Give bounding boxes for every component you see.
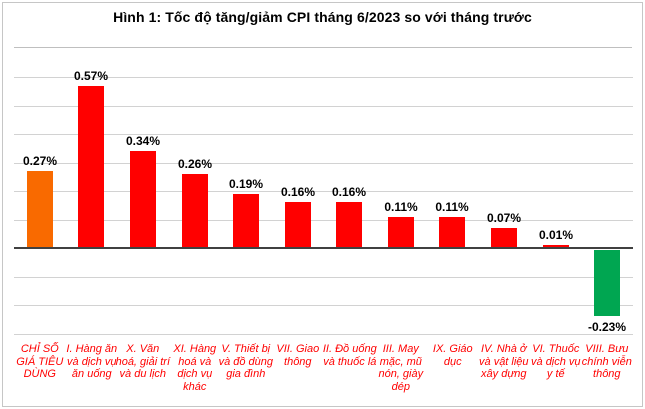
value-label-3: 0.26% bbox=[177, 157, 213, 171]
bar-10 bbox=[543, 245, 569, 248]
category-label-3: XI. Hàng hoá và dịch vụ khác bbox=[173, 343, 217, 393]
value-label-11: -0.23% bbox=[587, 320, 627, 334]
category-label-9: IV. Nhà ở và vật liệu xây dựng bbox=[479, 343, 529, 381]
gridline bbox=[14, 334, 633, 335]
value-label-0: 0.27% bbox=[22, 154, 58, 168]
value-label-5: 0.16% bbox=[280, 185, 316, 199]
category-label-6: II. Đồ uống và thuốc lá bbox=[322, 343, 377, 368]
gridline bbox=[14, 77, 633, 78]
category-label-1: I. Hàng ăn và dịch vụ ăn uống bbox=[66, 343, 118, 381]
value-label-9: 0.07% bbox=[486, 211, 522, 225]
bar-4 bbox=[233, 194, 259, 248]
bar-11 bbox=[594, 250, 620, 316]
value-label-1: 0.57% bbox=[73, 69, 109, 83]
zero-axis bbox=[14, 247, 633, 249]
category-label-11: VIII. Bưu chính viễn thông bbox=[581, 343, 632, 381]
category-label-10: VI. Thuốc và dịch vụ y tế bbox=[531, 343, 581, 381]
bar-7 bbox=[388, 217, 414, 248]
value-label-6: 0.16% bbox=[331, 185, 367, 199]
gridline bbox=[14, 305, 633, 306]
category-label-8: IX. Giáo dục bbox=[432, 343, 473, 368]
value-label-2: 0.34% bbox=[125, 134, 161, 148]
value-label-4: 0.19% bbox=[228, 177, 264, 191]
bar-8 bbox=[439, 217, 465, 248]
gridline bbox=[14, 277, 633, 278]
value-label-10: 0.01% bbox=[538, 228, 574, 242]
bar-6 bbox=[336, 202, 362, 248]
value-label-7: 0.11% bbox=[384, 200, 418, 214]
gridline bbox=[14, 163, 633, 164]
category-label-5: VII. Giao thông bbox=[276, 343, 320, 368]
category-label-0: CHỈ SỐ GIÁ TIÊU DÙNG bbox=[16, 343, 64, 381]
bar-0 bbox=[27, 171, 53, 248]
gridline bbox=[14, 191, 633, 192]
category-label-7: III. May mặc, mũ nón, giày dép bbox=[378, 343, 424, 393]
bar-5 bbox=[285, 202, 311, 248]
category-label-2: X. Văn hoá, giải trí và du lịch bbox=[115, 343, 170, 381]
bar-9 bbox=[491, 228, 517, 248]
title-separator bbox=[14, 47, 632, 48]
gridline bbox=[14, 220, 633, 221]
gridline bbox=[14, 106, 633, 107]
category-label-4: V. Thiết bị và đồ dùng gia đình bbox=[218, 343, 273, 381]
bar-2 bbox=[130, 151, 156, 248]
bar-3 bbox=[182, 174, 208, 248]
chart-title: Hình 1: Tốc độ tăng/giảm CPI tháng 6/202… bbox=[113, 9, 532, 25]
gridline bbox=[14, 134, 633, 135]
bar-1 bbox=[78, 86, 104, 248]
value-label-8: 0.11% bbox=[435, 200, 469, 214]
